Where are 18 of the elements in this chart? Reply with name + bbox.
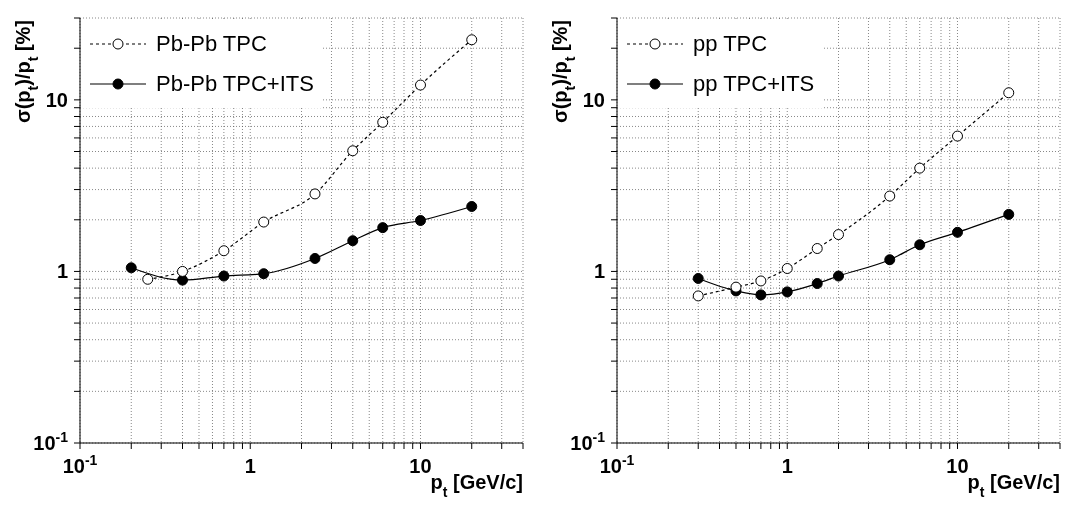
x-axis-title: p$_{t}$ [GeV/c] <box>430 471 523 500</box>
y-tick-label: 1 <box>56 260 68 283</box>
x-tick-label: 10 <box>946 455 969 477</box>
x-tick-label: 10 <box>409 455 432 477</box>
y-tick-label: 10$^{-1}$ <box>570 429 606 454</box>
x-tick-label: 1 <box>781 455 793 477</box>
x-tick-label: 1 <box>244 455 256 477</box>
y-tick-label: 10$^{-1}$ <box>33 429 69 454</box>
y-tick-label: 10 <box>582 88 605 111</box>
legend-label: pp TPC <box>693 31 768 57</box>
legend-label: pp TPC+ITS <box>693 71 815 97</box>
legend-label: Pb-Pb TPC <box>156 31 267 57</box>
y-tick-label: 1 <box>593 260 605 283</box>
x-tick-label: 10$^{-1}$ <box>62 452 98 477</box>
legend-label: Pb-Pb TPC+ITS <box>156 71 314 97</box>
x-axis-title: p$_{t}$ [GeV/c] <box>967 471 1060 500</box>
x-tick-label: 10$^{-1}$ <box>599 452 635 477</box>
y-tick-label: 10 <box>45 88 68 111</box>
